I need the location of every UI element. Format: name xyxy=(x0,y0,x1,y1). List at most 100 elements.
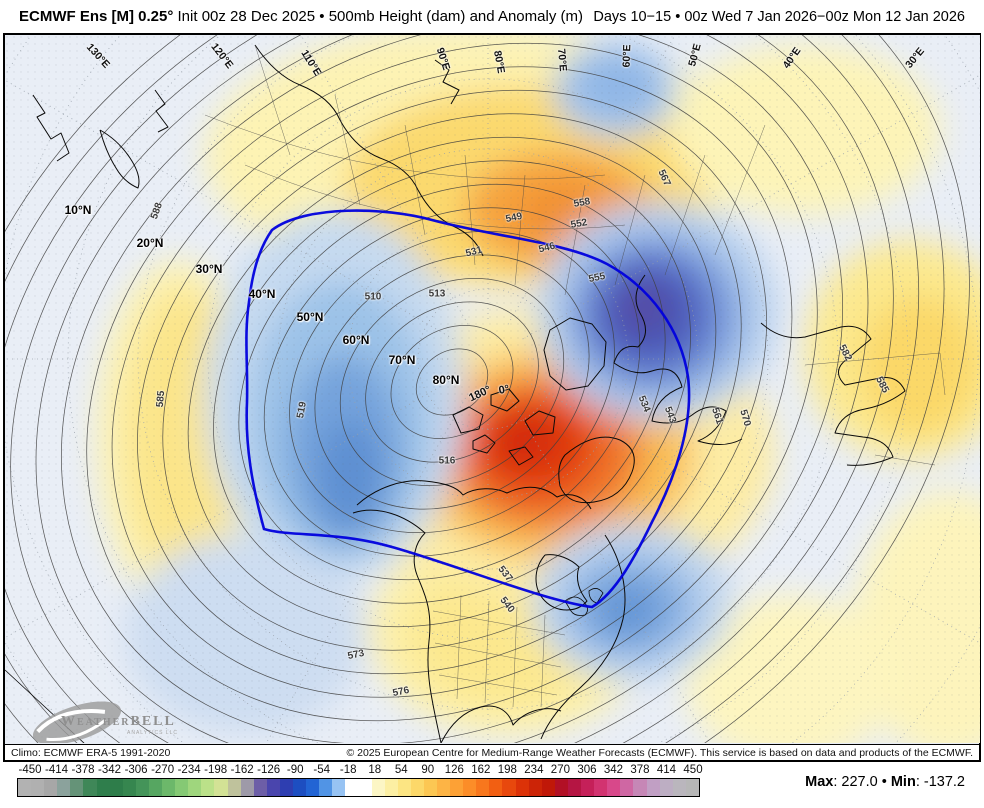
colorbar-segment xyxy=(240,779,254,796)
colorbar-segment xyxy=(201,779,215,796)
colorbar-segment xyxy=(607,779,621,796)
colorbar-segment xyxy=(96,779,110,796)
colorbar-segment xyxy=(528,779,542,796)
colorbar-segment xyxy=(162,779,176,796)
hurricane-swirl-icon xyxy=(32,701,122,743)
colorbar-segment xyxy=(306,779,320,796)
colorbar-segment xyxy=(515,779,529,796)
title-bar: ECMWF Ens [M] 0.25° Init 00z 28 Dec 2025… xyxy=(0,0,984,33)
colorbar-segment xyxy=(358,779,372,796)
min-label: Min xyxy=(890,774,916,790)
colorbar-segment xyxy=(292,779,307,796)
colorbar-segment xyxy=(476,779,490,796)
colorbar-segment xyxy=(135,779,149,796)
colorbar-tick-label: 54 xyxy=(394,764,408,776)
colorbar-segment xyxy=(594,779,608,796)
540dam-thick-contour xyxy=(245,209,691,609)
colorbar-segment xyxy=(371,779,385,796)
weatherbell-logo: WeatherBELL ANALYTICS LLC xyxy=(32,701,177,743)
colorbar-segment xyxy=(554,779,568,796)
colorbar-segment xyxy=(397,779,411,796)
colorbar-segment xyxy=(122,779,136,796)
colorbar-tick-label: -162 xyxy=(230,764,254,776)
max-min-readout: Max: 227.0 • Min: -137.2 xyxy=(805,774,965,790)
colorbar-tick-label: 162 xyxy=(471,764,491,776)
colorbar-tick-label: 234 xyxy=(524,764,544,776)
colorbar-segment xyxy=(214,779,228,796)
copyright-note: © 2025 European Centre for Medium-Range … xyxy=(346,746,973,759)
climo-note: Climo: ECMWF ERA-5 1991-2020 xyxy=(11,746,171,759)
model-name: ECMWF Ens [M] 0.25° xyxy=(19,8,174,25)
dot-separator: • xyxy=(881,774,887,790)
colorbar-segment xyxy=(659,779,673,796)
colorbar-segment xyxy=(633,779,647,796)
colorbar-segment xyxy=(44,779,58,796)
colorbar-tick-label: -18 xyxy=(339,764,357,776)
colorbar-segments xyxy=(17,778,700,797)
colorbar-segment xyxy=(319,779,333,796)
colorbar-segment xyxy=(345,779,359,796)
colorbar-segment xyxy=(279,779,293,796)
min-value: -137.2 xyxy=(923,774,965,790)
colorbar-segment xyxy=(83,779,97,796)
colorbar-tick-label: 414 xyxy=(656,764,677,776)
map-title: ECMWF Ens [M] 0.25° Init 00z 28 Dec 2025… xyxy=(19,8,583,25)
colorbar-segment xyxy=(567,779,582,796)
colorbar-tick-label: 18 xyxy=(368,764,382,776)
colorbar-segment xyxy=(423,779,437,796)
colorbar-tick-label: -234 xyxy=(177,764,201,776)
colorbar-segment xyxy=(437,779,451,796)
colorbar-segment xyxy=(646,779,660,796)
colorbar-segment xyxy=(489,779,503,796)
map-graphic: WeatherBELL ANALYTICS LLC xyxy=(5,35,980,743)
map-panel: WeatherBELL ANALYTICS LLC 10°N 20°N 30°N 40… xyxy=(3,33,981,762)
colorbar-tick-label: 450 xyxy=(683,764,703,776)
graticule-layer xyxy=(5,35,980,743)
colorbar-segment xyxy=(57,779,71,796)
great-lakes xyxy=(564,588,604,616)
attribution-strip: Climo: ECMWF ERA-5 1991-2020 © 2025 Euro… xyxy=(5,744,979,760)
colorbar-tick-label: -198 xyxy=(204,764,228,776)
ensemble-stipple-overlay xyxy=(5,35,980,743)
colorbar-segment xyxy=(175,779,189,796)
colorbar-segment xyxy=(18,779,32,796)
colorbar-tick-label: 90 xyxy=(421,764,435,776)
colorbar-segment xyxy=(253,779,267,796)
colorbar-segment xyxy=(502,779,516,796)
colorbar-tick-label: -378 xyxy=(71,764,95,776)
colorbar-segment xyxy=(148,779,163,796)
colorbar-tick-label: 198 xyxy=(497,764,517,776)
colorbar-segment xyxy=(620,779,634,796)
colorbar-tick-label: -306 xyxy=(124,764,148,776)
colorbar-segment xyxy=(188,779,202,796)
north-america-coast xyxy=(352,480,626,743)
europe-coast xyxy=(558,274,743,504)
colorbar-area: -450 -414 -378 -342 -306 -270 -234 -198 -162 -126… xyxy=(0,762,984,808)
colorbar-segment xyxy=(410,779,424,796)
colorbar-segment xyxy=(332,779,346,796)
colorbar-segment xyxy=(109,779,123,796)
logo-brand-text: WeatherBELL xyxy=(61,714,176,729)
colorbar-tick-label: 306 xyxy=(577,764,597,776)
colorbar-segment xyxy=(463,779,477,796)
colorbar-segment xyxy=(384,779,398,796)
east-landmass-coast xyxy=(760,322,906,466)
colorbar-tick-label: -54 xyxy=(313,764,331,776)
colorbar-segment xyxy=(581,779,595,796)
arctic-archipelago-coast xyxy=(452,388,556,466)
island-arcs-coast xyxy=(32,89,169,189)
max-value: 227.0 xyxy=(841,774,878,790)
colorbar-segment xyxy=(685,779,699,796)
greenland-coast xyxy=(543,317,607,391)
colorbar-tick-label: 342 xyxy=(603,764,624,776)
colorbar-tick-label: -342 xyxy=(98,764,122,776)
valid-time-range: Days 10−15 • 00z Wed 7 Jan 2026−00z Mon … xyxy=(593,8,965,25)
colorbar-tick-label: -126 xyxy=(257,764,281,776)
max-label: Max xyxy=(805,774,834,790)
colorbar-tick-label: 378 xyxy=(630,764,650,776)
colorbar-segment xyxy=(266,779,280,796)
colorbar-segment xyxy=(672,779,686,796)
colorbar-tick-label: 126 xyxy=(444,764,464,776)
colorbar-tick-label: 270 xyxy=(550,764,570,776)
colorbar-segment xyxy=(541,779,555,796)
